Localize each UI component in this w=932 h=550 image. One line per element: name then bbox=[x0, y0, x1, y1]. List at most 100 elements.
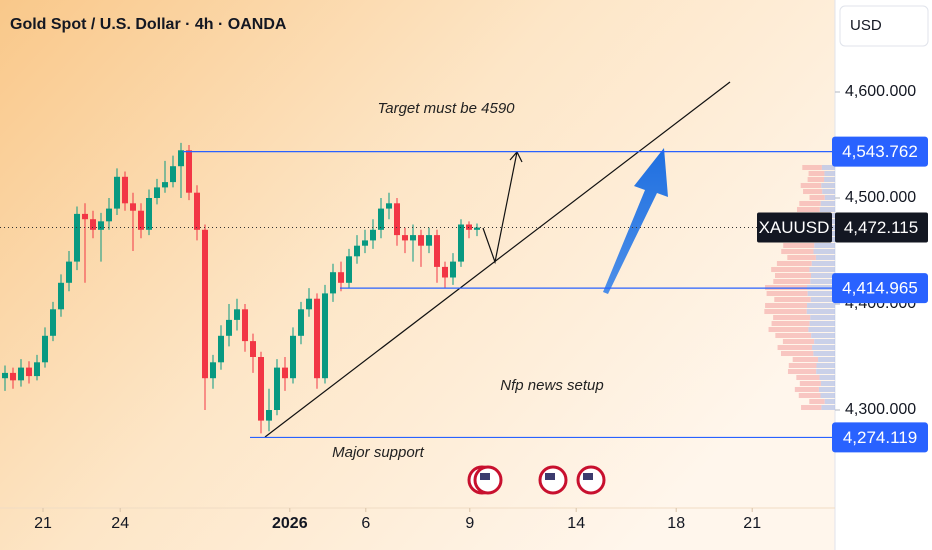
candle-body bbox=[378, 208, 384, 230]
candle-body bbox=[202, 229, 208, 379]
candle-body bbox=[242, 309, 248, 342]
blue-arrow bbox=[603, 148, 668, 294]
candle-body bbox=[442, 266, 448, 278]
profile-bar bbox=[821, 405, 835, 410]
profile-bar bbox=[809, 195, 825, 200]
profile-bar bbox=[775, 333, 812, 338]
candle-body bbox=[170, 166, 176, 183]
profile-bar bbox=[820, 393, 835, 398]
candle-body bbox=[50, 309, 56, 336]
path-arrow bbox=[482, 151, 518, 265]
candle-body bbox=[106, 208, 112, 222]
profile-bar bbox=[816, 363, 835, 368]
x-tick-label: 2026 bbox=[272, 515, 308, 532]
profile-bar bbox=[773, 279, 811, 284]
candle-body bbox=[138, 210, 144, 230]
candle-body bbox=[394, 203, 400, 236]
profile-bar bbox=[819, 207, 835, 212]
profile-bar bbox=[802, 165, 822, 170]
profile-bar bbox=[783, 243, 815, 248]
candle-body bbox=[186, 150, 192, 193]
profile-bar bbox=[821, 183, 835, 188]
candle-body bbox=[426, 235, 432, 246]
x-tick-label: 9 bbox=[465, 515, 474, 532]
event-icons bbox=[467, 465, 606, 495]
profile-bar bbox=[797, 207, 820, 212]
profile-bar bbox=[812, 345, 835, 350]
candle-body bbox=[434, 235, 440, 267]
currency-label[interactable]: USD bbox=[850, 17, 882, 34]
profile-bar bbox=[777, 345, 813, 350]
candle-body bbox=[418, 235, 424, 246]
last-price-label: 4,472.115 bbox=[844, 218, 918, 237]
x-tick-label: 21 bbox=[34, 515, 52, 532]
profile-bar bbox=[809, 399, 825, 404]
profile-bar bbox=[810, 315, 835, 320]
candle-body bbox=[338, 272, 344, 283]
profile-bar bbox=[819, 375, 835, 380]
profile-bar bbox=[807, 303, 835, 308]
profile-bar bbox=[788, 363, 817, 368]
candle-body bbox=[130, 203, 136, 211]
profile-bar bbox=[766, 291, 808, 296]
candle-body bbox=[290, 335, 296, 379]
x-tick-label: 18 bbox=[667, 515, 685, 532]
candle-body bbox=[178, 150, 184, 167]
profile-bar bbox=[824, 195, 835, 200]
profile-bar bbox=[768, 327, 809, 332]
candle-body bbox=[26, 367, 32, 377]
candle-body bbox=[98, 221, 104, 230]
candle-body bbox=[122, 176, 128, 204]
profile-bar bbox=[814, 243, 835, 248]
candle-body bbox=[146, 197, 152, 230]
candle-body bbox=[250, 341, 256, 358]
profile-bar bbox=[782, 339, 815, 344]
candle-body bbox=[410, 235, 416, 241]
candle-body bbox=[234, 309, 240, 320]
profile-bar bbox=[809, 267, 835, 272]
profile-bar bbox=[800, 183, 822, 188]
profile-bar bbox=[813, 351, 835, 356]
candle-body bbox=[274, 367, 280, 411]
x-tick-label: 14 bbox=[567, 515, 585, 532]
candle-body bbox=[74, 213, 80, 262]
currency-button[interactable] bbox=[839, 5, 929, 47]
candle-body bbox=[2, 372, 8, 379]
symbol-box bbox=[757, 212, 832, 243]
profile-bar bbox=[794, 387, 819, 392]
candle-body bbox=[258, 357, 264, 421]
profile-bar bbox=[774, 273, 811, 278]
profile-bar bbox=[806, 309, 835, 314]
profile-bar bbox=[818, 357, 835, 362]
profile-bar bbox=[818, 387, 835, 392]
candle-body bbox=[354, 245, 360, 257]
profile-bar bbox=[780, 351, 814, 356]
profile-bar bbox=[820, 381, 835, 386]
level-label-box bbox=[832, 136, 928, 167]
y-tick-label: 4,300.000 bbox=[845, 401, 916, 418]
profile-bar bbox=[787, 369, 817, 374]
profile-bar bbox=[807, 291, 835, 296]
profile-bar bbox=[808, 171, 825, 176]
last-price-box bbox=[835, 212, 928, 243]
profile-bar bbox=[771, 267, 810, 272]
candle-body bbox=[386, 203, 392, 209]
profile-bar bbox=[765, 285, 808, 290]
level-label: 4,543.762 bbox=[842, 142, 918, 161]
profile-bar bbox=[816, 369, 835, 374]
candle-body bbox=[314, 298, 320, 379]
profile-bar bbox=[809, 321, 835, 326]
level-label: 4,274.119 bbox=[843, 428, 917, 447]
profile-bar bbox=[813, 249, 835, 254]
candle-body bbox=[162, 182, 168, 188]
profile-bar bbox=[807, 285, 835, 290]
trend-line bbox=[264, 81, 731, 438]
candle-body bbox=[42, 335, 48, 363]
profile-bar bbox=[808, 327, 835, 332]
symbol-label: XAUUSD bbox=[759, 218, 830, 237]
y-tick-label: 4,500.000 bbox=[845, 189, 916, 206]
profile-bar bbox=[799, 381, 821, 386]
candle-body bbox=[226, 319, 232, 336]
candle-body bbox=[322, 293, 328, 379]
